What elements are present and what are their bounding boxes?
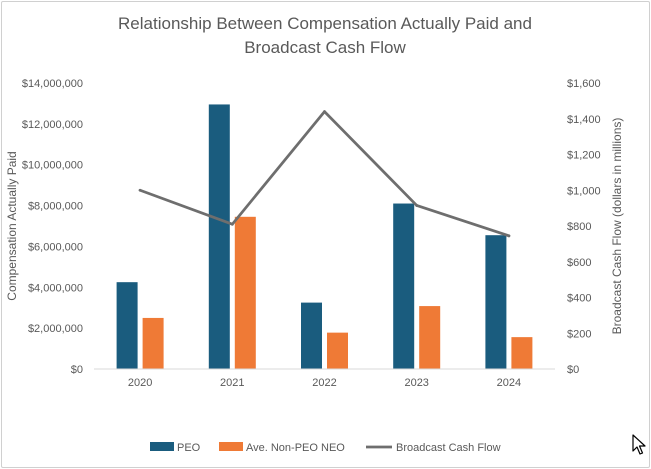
x-tick-label: 2021 — [220, 377, 244, 389]
legend-swatch-1 — [219, 442, 243, 451]
y-tick-label: $12,000,000 — [22, 119, 83, 131]
y2-tick-label: $1,400 — [567, 114, 601, 126]
y2-tick-label: $1,200 — [567, 150, 601, 162]
y-axis-title: Compensation Actually Paid — [5, 151, 19, 300]
legend-label: Broadcast Cash Flow — [396, 442, 501, 454]
line-point-2022 — [323, 110, 326, 113]
y2-tick-label: $1,600 — [567, 78, 601, 90]
x-tick-label: 2023 — [404, 377, 428, 389]
bar-peo-2023 — [393, 203, 415, 369]
x-tick-label: 2022 — [312, 377, 336, 389]
mouse-pointer-icon — [632, 434, 646, 455]
chart-title-line: Relationship Between Compensation Actual… — [118, 14, 532, 33]
bar-peo-2020 — [116, 282, 138, 369]
line-point-2023 — [415, 204, 419, 207]
x-tick-label: 2020 — [128, 377, 152, 389]
line-point-2024 — [507, 234, 511, 238]
y2-tick-label: $600 — [567, 257, 591, 269]
legend-swatch-0 — [150, 442, 174, 451]
y-tick-label: $2,000,000 — [28, 323, 83, 335]
bar-peo-2021 — [208, 104, 230, 369]
y2-tick-label: $800 — [567, 221, 591, 233]
y-tick-label: $8,000,000 — [28, 201, 83, 213]
x-tick-label: 2024 — [497, 377, 521, 389]
y2-tick-label: $200 — [567, 328, 591, 340]
chart-title-line: Broadcast Cash Flow — [244, 38, 406, 57]
bar-peo-2024 — [485, 235, 507, 369]
y-tick-label: $14,000,000 — [22, 78, 83, 90]
y2-tick-label: $400 — [567, 293, 591, 305]
legend-label: Ave. Non-PEO NEO — [246, 442, 345, 454]
y-tick-label: $0 — [71, 364, 83, 376]
y-tick-label: $4,000,000 — [28, 282, 83, 294]
bar-ave-non-peo-neo-2020 — [142, 317, 164, 369]
bar-ave-non-peo-neo-2021 — [234, 216, 256, 369]
bar-peo-2022 — [301, 302, 322, 369]
y2-tick-label: $0 — [567, 364, 579, 376]
y2-tick-label: $1,000 — [567, 185, 601, 197]
line-point-2020 — [138, 188, 142, 192]
line-point-2021 — [230, 222, 234, 226]
bar-ave-non-peo-neo-2023 — [419, 306, 441, 369]
y-tick-label: $10,000,000 — [22, 160, 83, 172]
line-broadcast-cash-flow — [138, 110, 511, 238]
bar-ave-non-peo-neo-2022 — [327, 332, 348, 369]
y-tick-label: $6,000,000 — [28, 241, 83, 253]
legend-label: PEO — [177, 442, 201, 454]
bar-ave-non-peo-neo-2024 — [511, 337, 533, 369]
y2-axis-title: Broadcast Cash Flow (dollars in millions… — [610, 118, 624, 335]
